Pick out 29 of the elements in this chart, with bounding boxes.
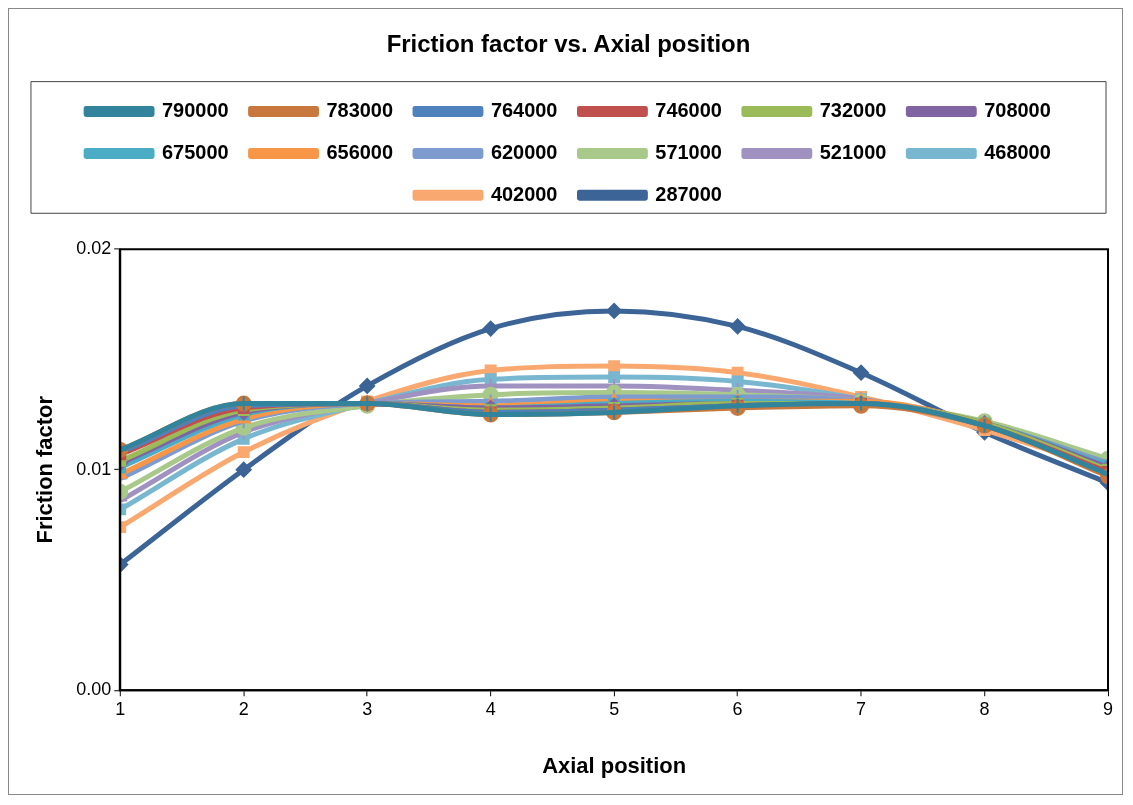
legend-label: 764000 <box>490 99 558 122</box>
x-tick-label: 5 <box>609 698 620 719</box>
x-tick-label: 8 <box>979 698 990 719</box>
y-tick-label: 0.01 <box>76 458 112 479</box>
chart-title: Friction factor vs. Axial position <box>386 29 751 57</box>
x-tick-label: 3 <box>362 698 373 719</box>
legend-label: 708000 <box>984 99 1051 122</box>
legend-label: 521000 <box>819 140 887 163</box>
legend-label: 675000 <box>162 140 229 163</box>
x-tick-label: 2 <box>238 698 249 719</box>
legend-label: 571000 <box>655 140 722 163</box>
legend-label: 790000 <box>162 99 229 122</box>
x-tick-label: 1 <box>115 698 126 719</box>
y-axis-title: Friction factor <box>32 395 58 544</box>
legend-label: 783000 <box>326 99 394 122</box>
legend-label: 656000 <box>326 140 394 163</box>
legend-label: 402000 <box>490 182 558 205</box>
y-tick-label: 0.02 <box>76 238 112 259</box>
legend-label: 746000 <box>655 99 722 122</box>
x-tick-label: 9 <box>1103 698 1114 719</box>
x-tick-label: 6 <box>732 698 743 719</box>
y-tick-label: 0.00 <box>76 679 112 700</box>
x-tick-label: 7 <box>856 698 867 719</box>
legend-label: 732000 <box>819 99 887 122</box>
x-tick-label: 4 <box>485 698 496 719</box>
legend-label: 468000 <box>984 140 1051 163</box>
legend-label: 620000 <box>490 140 558 163</box>
x-axis-title: Axial position <box>542 752 687 778</box>
legend-label: 287000 <box>655 182 722 205</box>
